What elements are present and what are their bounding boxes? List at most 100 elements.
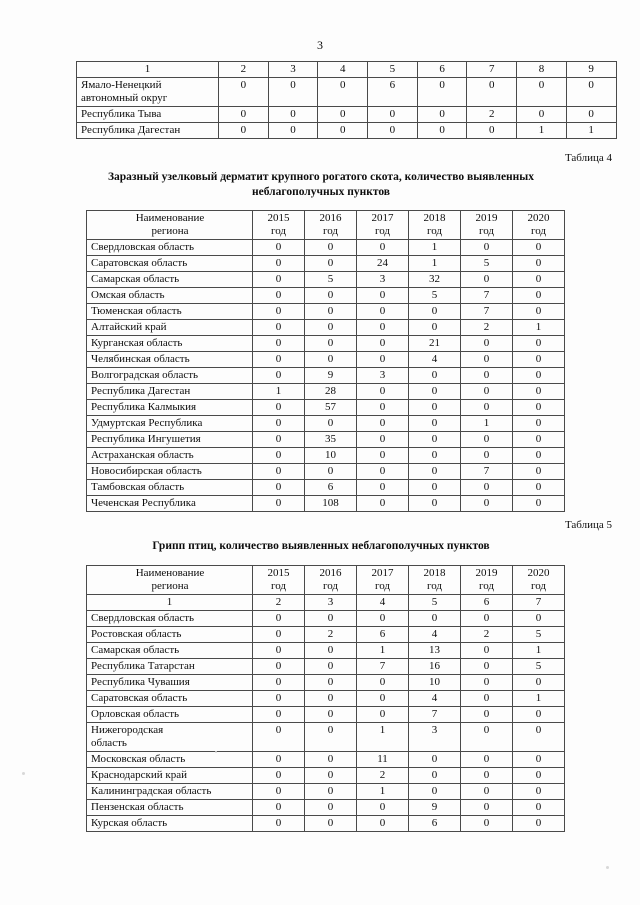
- year-value: 2019: [475, 567, 498, 579]
- table-row: Республика Ингушетия 0 35 0 0 0 0: [86, 431, 565, 448]
- table-row: Ростовская область 0 2 6 4 2 5: [86, 626, 565, 643]
- value-cell: 0: [512, 495, 565, 512]
- table-row: Пензенская область 0 0 0 9 0 0: [86, 799, 565, 816]
- table-4-label: Таблица 4: [564, 152, 612, 164]
- year-value: 2018: [423, 212, 446, 224]
- region-name-cell: Ямало-Ненецкий автономный округ: [76, 77, 219, 107]
- value-cell: 4: [408, 351, 461, 368]
- value-cell: 0: [304, 751, 357, 768]
- table-row: Самарская область 0 5 3 32 0 0: [86, 271, 565, 288]
- region-name-cell: Пензенская область: [86, 799, 253, 816]
- value-cell: 1: [460, 415, 513, 432]
- column-number-header-5: 5: [367, 61, 418, 78]
- value-cell: 5: [304, 271, 357, 288]
- value-cell: 0: [252, 626, 305, 643]
- table-row: Чеченская Республика 0 108 0 0 0 0: [86, 495, 565, 512]
- value-cell: 0: [408, 783, 461, 800]
- table-row: Калининградская область 0 0 1 0 0 0: [86, 783, 565, 800]
- value-cell: 0: [512, 399, 565, 416]
- value-cell: 0: [512, 367, 565, 384]
- region-name-cell: Московская область: [86, 751, 253, 768]
- region-name-cell: Республика Калмыкия: [86, 399, 253, 416]
- value-cell: 10: [304, 447, 357, 464]
- year-column-header-2017: 2017 год: [356, 565, 409, 595]
- value-cell: 0: [512, 415, 565, 432]
- value-cell: 0: [252, 287, 305, 304]
- value-cell: 0: [252, 642, 305, 659]
- value-cell: 0: [356, 399, 409, 416]
- value-cell: 7: [460, 303, 513, 320]
- value-cell: 11: [356, 751, 409, 768]
- value-cell: 0: [460, 783, 513, 800]
- value-cell: 0: [512, 287, 565, 304]
- value-cell: 0: [252, 751, 305, 768]
- year-value: 2020: [527, 567, 550, 579]
- value-cell: 0: [408, 463, 461, 480]
- value-cell: 0: [460, 239, 513, 256]
- column-number-header-7: 7: [512, 594, 565, 611]
- value-cell: 0: [304, 783, 357, 800]
- region-name-cell: Свердловская область: [86, 610, 253, 627]
- table-row: Республика Дагестан 0 0 0 0 0 0 1 1: [76, 122, 617, 139]
- value-cell: 0: [512, 431, 565, 448]
- year-column-header-2017: 2017 год: [356, 210, 409, 240]
- region-name-cell: Республика Дагестан: [86, 383, 253, 400]
- value-cell: 0: [408, 383, 461, 400]
- value-cell: 0: [460, 351, 513, 368]
- table-row: Республика Тыва 0 0 0 0 0 2 0 0: [76, 106, 617, 123]
- value-cell: 0: [252, 351, 305, 368]
- column-number-header-3: 3: [304, 594, 357, 611]
- table-row: Саратовская область 0 0 0 4 0 1: [86, 690, 565, 707]
- value-cell: 0: [218, 122, 269, 139]
- table-5: Наименование региона 2015 год 2016 год 2017 год…: [86, 565, 565, 832]
- table-4-title: Заразный узелковый дерматит крупного рог…: [107, 171, 535, 198]
- value-cell: 24: [356, 255, 409, 272]
- year-value: 2016: [319, 567, 342, 579]
- value-cell: 0: [252, 479, 305, 496]
- value-cell: 2: [460, 319, 513, 336]
- year-column-header-2019: 2019 год: [460, 210, 513, 240]
- value-cell: 1: [408, 255, 461, 272]
- value-cell: 0: [460, 674, 513, 691]
- value-cell: 1: [512, 319, 565, 336]
- table-row: Самарская область 0 0 1 13 0 1: [86, 642, 565, 659]
- column-number-header-4: 4: [317, 61, 369, 78]
- table-row: Московская область 0 0 11 0 0 0: [86, 751, 565, 768]
- value-cell: 0: [304, 690, 357, 707]
- value-cell: 0: [408, 479, 461, 496]
- value-cell: 0: [252, 431, 305, 448]
- value-cell: 0: [408, 447, 461, 464]
- value-cell: 4: [408, 690, 461, 707]
- value-cell: 0: [512, 383, 565, 400]
- region-name-cell: Орловская область: [86, 706, 253, 723]
- region-name-cell: Самарская область: [86, 642, 253, 659]
- table-row: Алтайский край 0 0 0 0 2 1: [86, 319, 565, 336]
- value-cell: 0: [460, 383, 513, 400]
- value-cell: 0: [356, 815, 409, 832]
- table-row: Ямало-Ненецкий автономный округ 0 0 0 6 0 0 0 0: [76, 77, 617, 107]
- value-cell: 1: [516, 122, 567, 139]
- table-row: Орловская область 0 0 0 7 0 0: [86, 706, 565, 723]
- value-cell: 6: [304, 479, 357, 496]
- value-cell: 0: [304, 255, 357, 272]
- value-cell: 0: [252, 447, 305, 464]
- value-cell: 0: [356, 463, 409, 480]
- value-cell: 0: [512, 351, 565, 368]
- value-cell: 0: [460, 367, 513, 384]
- value-cell: 0: [460, 751, 513, 768]
- value-cell: 0: [252, 319, 305, 336]
- table-4: Наименование региона 2015 год 2016 год 2017 год…: [86, 210, 565, 512]
- year-column-header-2020: 2020 год: [512, 210, 565, 240]
- value-cell: 0: [218, 106, 269, 123]
- table-5-title: Грипп птиц, количество выявленных неблаг…: [152, 540, 490, 552]
- region-column-header: Наименование региона: [86, 210, 253, 240]
- value-cell: 0: [356, 431, 409, 448]
- value-cell: 0: [408, 415, 461, 432]
- value-cell: 7: [356, 658, 409, 675]
- column-number-header-6: 6: [416, 61, 468, 78]
- value-cell: 0: [252, 767, 305, 784]
- value-cell: 0: [460, 658, 513, 675]
- region-name-cell: Республика Тыва: [76, 106, 219, 123]
